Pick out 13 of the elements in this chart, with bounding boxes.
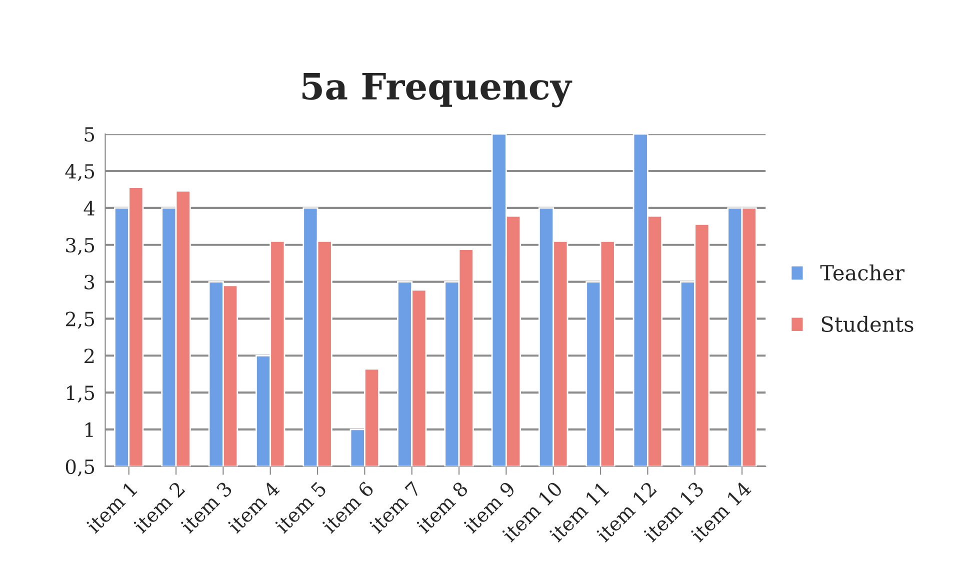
chart-title: 5a Frequency xyxy=(302,73,572,108)
y-tick-label: 3 xyxy=(84,274,94,290)
y-tick-label: 2 xyxy=(84,348,94,364)
y-tick-label: 0,5 xyxy=(66,459,94,476)
y-tick-label: 1 xyxy=(86,422,93,437)
legend-label: Students xyxy=(822,316,914,332)
y-tick-label: 1,5 xyxy=(67,386,94,403)
y-tick-label: 3,5 xyxy=(66,238,94,255)
y-tick-label: 4 xyxy=(84,200,95,216)
y-tick-label: 2,5 xyxy=(66,312,94,329)
legend-label: Teacher xyxy=(820,264,905,281)
y-tick-label: 5 xyxy=(84,127,94,142)
y-tick-label: 4,5 xyxy=(65,164,94,182)
